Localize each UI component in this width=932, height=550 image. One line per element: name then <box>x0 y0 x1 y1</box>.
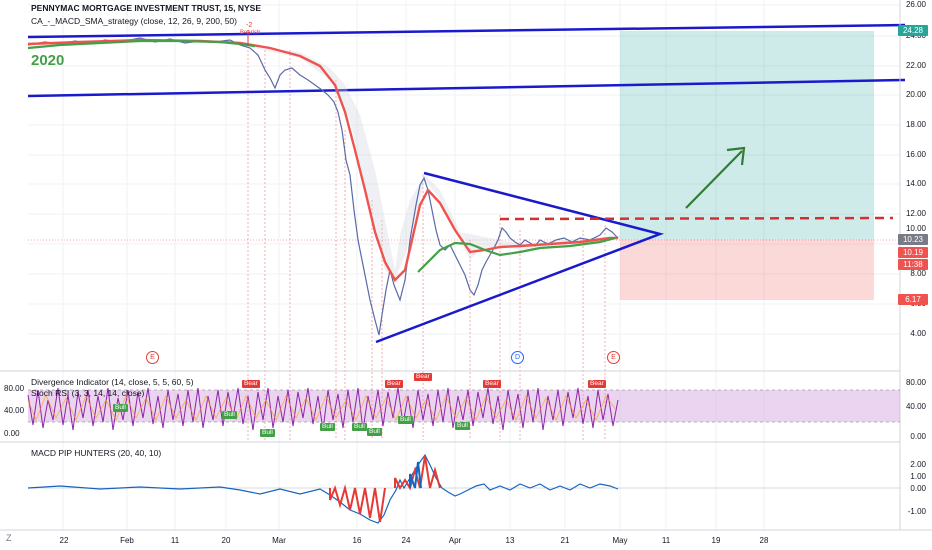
lower-channel-line <box>27 78 906 98</box>
bull-signal: Bull <box>455 422 470 430</box>
y-tick: 4.00 <box>910 329 926 338</box>
x-tick: 28 <box>759 536 769 545</box>
macd-tick: 2.00 <box>910 460 926 469</box>
macd-tick: -1.00 <box>907 507 926 516</box>
last-price-badge: 10.23 <box>898 234 928 245</box>
x-tick: 16 <box>352 536 362 545</box>
x-tick: May <box>612 536 628 545</box>
osc-right-tick: 0.00 <box>910 432 926 441</box>
x-tick: Apr <box>448 536 462 545</box>
x-tick: Feb <box>120 536 134 545</box>
x-tick: 13 <box>505 536 515 545</box>
short-signal-label: Bearish <box>240 30 261 36</box>
ma-band <box>240 45 620 280</box>
ma-red-line <box>27 38 618 282</box>
osc-right-tick: 40.00 <box>905 402 926 411</box>
bear-signal: Bear <box>414 373 432 381</box>
bear-signal: Bear <box>385 380 403 388</box>
stop-price-badge: 6.17 <box>898 294 928 305</box>
bull-signal: Bull <box>352 423 367 431</box>
x-tick: 24 <box>401 536 411 545</box>
osc-left-tick: 0.00 <box>4 429 20 438</box>
osc-left-tick: 40.00 <box>4 406 25 415</box>
y-tick: 8.00 <box>910 269 926 278</box>
macd-indicator-label[interactable]: MACD PIP HUNTERS (20, 40, 10) <box>31 448 162 458</box>
bull-signal: Bull <box>398 416 413 424</box>
y-tick: 16.00 <box>905 150 926 159</box>
bear-signal: Bear <box>483 380 501 388</box>
y-tick: 10.00 <box>905 224 926 233</box>
y-tick: 26.00 <box>905 0 926 9</box>
upper-channel-line <box>27 23 906 39</box>
x-tick: 11 <box>170 536 180 545</box>
x-tick: 20 <box>221 536 231 545</box>
timezone-toggle[interactable]: Z <box>6 533 12 543</box>
x-tick: 22 <box>59 536 69 545</box>
bull-signal: Bull <box>222 411 237 419</box>
macd-histogram <box>27 453 900 524</box>
strategy-label: CA_-_MACD_SMA_strategy (close, 12, 26, 9… <box>31 16 237 26</box>
target-zone <box>620 31 874 240</box>
resistance-line <box>499 216 894 221</box>
price-line <box>27 37 619 336</box>
x-tick: Mar <box>272 536 286 545</box>
y-tick: 20.00 <box>905 90 926 99</box>
y-tick: 12.00 <box>905 209 926 218</box>
x-tick: 11 <box>661 536 671 545</box>
earnings-event-icon[interactable]: E <box>146 351 159 364</box>
divergence-indicator-label[interactable]: Divergence Indicator (14, close, 5, 5, 6… <box>31 377 194 387</box>
countdown-badge: 11:38 <box>898 259 928 270</box>
y-tick: 14.00 <box>905 179 926 188</box>
macd-tick: 0.00 <box>910 484 926 493</box>
ma-green-line <box>27 39 616 273</box>
y-tick: 22.00 <box>905 61 926 70</box>
x-tick: 19 <box>711 536 721 545</box>
macd-tick: 1.00 <box>910 472 926 481</box>
target-arrow <box>685 150 743 209</box>
stoch-rsi-label[interactable]: Stoch RSI (3, 3, 14, 14, close) <box>31 388 145 398</box>
symbol-title: PENNYMAC MORTGAGE INVESTMENT TRUST, 15, … <box>31 3 261 13</box>
grid-horizontal <box>28 4 900 335</box>
bull-signal: Bull <box>320 423 335 431</box>
target-price-badge: 24.28 <box>898 25 928 36</box>
bull-signal: Bull <box>260 429 275 437</box>
target-arrow-head <box>726 146 746 166</box>
y-tick: 18.00 <box>905 120 926 129</box>
oscillator-band <box>28 390 900 422</box>
stoch-d-line <box>27 393 617 422</box>
year-label: 2020 <box>31 52 65 69</box>
dividend-event-icon[interactable]: D <box>511 351 524 364</box>
bull-signal: Bull <box>113 404 128 412</box>
osc-left-tick: 80.00 <box>4 384 25 393</box>
bear-signal: Bear <box>242 380 260 388</box>
earnings-event-icon[interactable]: E <box>607 351 620 364</box>
bull-signal: Bull <box>367 428 382 436</box>
osc-right-tick: 80.00 <box>905 378 926 387</box>
x-tick: 21 <box>560 536 570 545</box>
bear-signal: Bear <box>588 380 606 388</box>
close-price-badge: 10.19 <box>898 247 928 258</box>
top-annotation: -2 <box>246 22 253 29</box>
stop-zone <box>620 240 874 300</box>
triangle-pattern <box>375 171 665 344</box>
